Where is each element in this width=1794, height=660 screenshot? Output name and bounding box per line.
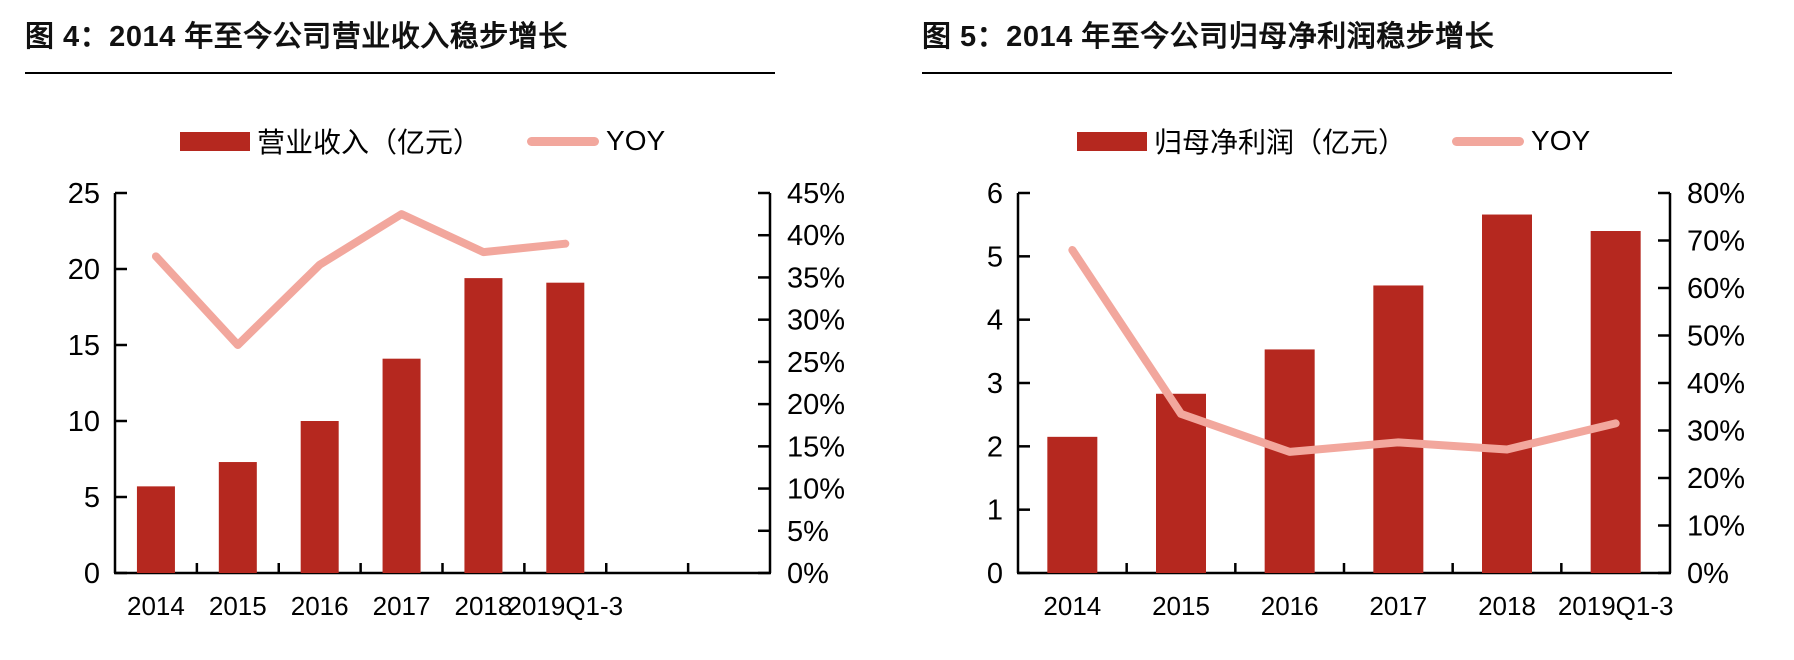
figure-4-title-divider [25, 72, 775, 74]
y-right-tick-label: 0% [1687, 558, 1729, 590]
y-right-tick-label: 45% [787, 178, 845, 210]
y-left-tick-label: 0 [987, 558, 1003, 590]
yoy-legend-line-swatch [527, 136, 600, 146]
y-left-tick-label: 10 [68, 406, 100, 438]
bar-2018 [1482, 214, 1532, 574]
bar-2017 [382, 358, 421, 573]
bar-2019Q1-3 [1590, 231, 1641, 573]
revenue-legend-swatch [180, 131, 250, 151]
yoy-legend-label: YOY [1531, 125, 1591, 156]
x-tick-label: 2014 [127, 591, 185, 621]
y-left-tick-label: 5 [987, 241, 1003, 273]
y-left-tick-label: 15 [68, 330, 100, 362]
y-right-tick-label: 15% [787, 431, 845, 463]
y-left-tick-label: 4 [987, 305, 1003, 337]
yoy-line [1068, 246, 1620, 456]
x-tick-label: 2018 [1478, 591, 1536, 621]
y-right-tick-label: 10% [1687, 511, 1745, 543]
y-right-tick-label: 5% [787, 516, 829, 548]
y-right-tick-label: 30% [787, 305, 845, 337]
y-right-tick-label: 30% [1687, 416, 1745, 448]
y-right-tick-label: 60% [1687, 273, 1745, 305]
figure-5-panel: 图 5：2014 年至今公司归母净利润稳步增长 归母净利润（亿元） YOY 0 1… [897, 0, 1794, 660]
figure-5-legend: 归母净利润（亿元） YOY [1077, 118, 1590, 164]
x-tick-label: 2017 [373, 591, 431, 621]
y-right-tick-label: 40% [787, 220, 845, 252]
y-right-tick-label: 20% [787, 389, 845, 421]
bar-2015 [218, 462, 257, 573]
bar-2016 [300, 421, 339, 573]
x-tick-label: 2018 [455, 591, 513, 621]
y-right-tick-label: 10% [787, 474, 845, 506]
y-left-tick-label: 1 [987, 495, 1003, 527]
bar-2018 [464, 278, 503, 573]
net-profit-legend-swatch [1077, 131, 1147, 151]
revenue-legend-label: 营业收入（亿元） [257, 127, 482, 158]
y-right-tick-label: 25% [787, 347, 845, 379]
yoy-legend-line-swatch [1452, 136, 1525, 146]
x-tick-label: 2019Q1-3 [1558, 591, 1674, 621]
figure-4-panel: 图 4：2014 年至今公司营业收入稳步增长 营业收入（亿元） YOY 0 5 10… [25, 21, 845, 621]
y-left-tick-label: 3 [987, 368, 1003, 400]
bar-2014 [136, 486, 175, 573]
y-right-tick-label: 50% [1687, 321, 1745, 353]
figure-4-legend: 营业收入（亿元） YOY [180, 118, 665, 164]
bar-2019Q1-3 [546, 282, 585, 573]
revenue-chart: 0 5 10 15 20 25 0% 5% 10% 15% 20% 25% 30% 35% 40% 45% 20… [68, 178, 845, 621]
x-tick-label: 2015 [209, 591, 267, 621]
x-tick-label: 2015 [1152, 591, 1210, 621]
y-left-tick-label: 5 [84, 482, 100, 514]
y-right-tick-label: 35% [787, 262, 845, 294]
figure-4-title: 图 4：2014 年至今公司营业收入稳步增长 [25, 21, 568, 53]
bar-2014 [1047, 436, 1098, 573]
bar-2016 [1264, 349, 1315, 573]
yoy-legend-label: YOY [606, 125, 666, 156]
yoy-line [151, 210, 570, 349]
y-left-tick-label: 20 [68, 254, 100, 286]
y-left-tick-label: 25 [68, 178, 100, 210]
x-tick-label: 2019Q1-3 [507, 591, 623, 621]
y-right-tick-label: 40% [1687, 368, 1745, 400]
figure-5-title-divider [922, 72, 1672, 74]
y-right-tick-label: 20% [1687, 463, 1745, 495]
y-left-tick-label: 2 [987, 431, 1003, 463]
y-left-tick-label: 0 [84, 558, 100, 590]
y-right-tick-label: 0% [787, 558, 829, 590]
x-tick-label: 2017 [1369, 591, 1427, 621]
figure-5-title: 图 5：2014 年至今公司归母净利润稳步增长 [922, 21, 1495, 53]
y-right-tick-label: 80% [1687, 178, 1745, 210]
net-profit-legend-label: 归母净利润（亿元） [1154, 127, 1407, 158]
x-tick-label: 2016 [1261, 591, 1319, 621]
x-tick-label: 2016 [291, 591, 349, 621]
y-right-tick-label: 70% [1687, 226, 1745, 258]
x-tick-label: 2014 [1043, 591, 1101, 621]
bar-2017 [1373, 285, 1424, 573]
y-left-tick-label: 6 [987, 178, 1003, 210]
